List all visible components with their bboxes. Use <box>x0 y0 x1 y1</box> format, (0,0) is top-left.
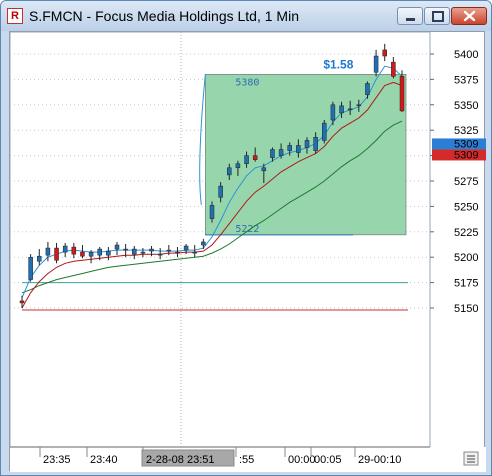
candle-body <box>45 247 51 256</box>
x-tick-label: 00:00 <box>288 454 316 466</box>
maximize-button[interactable] <box>424 7 450 25</box>
candle-body <box>244 155 249 164</box>
candle-body <box>313 137 318 151</box>
last-price-badge <box>432 149 486 161</box>
measure-change-label: $1.58 <box>323 57 353 71</box>
candle-body <box>175 251 180 254</box>
candle-body <box>28 256 33 280</box>
candle-body <box>399 76 405 112</box>
candle-body <box>382 49 387 57</box>
candle-body <box>106 250 111 256</box>
candle-body <box>365 83 370 95</box>
candle-body <box>356 104 362 107</box>
candle-body <box>209 205 215 219</box>
candle-body <box>227 167 232 176</box>
fast-ma-line <box>21 65 403 298</box>
candle-body <box>97 248 102 256</box>
window-title: S.FMCN - Focus Media Holdings Ltd, 1 Min <box>29 8 299 24</box>
measure-box <box>205 74 407 236</box>
x-tick-label: :55 <box>239 454 254 466</box>
y-tick-label: 5375 <box>454 74 478 86</box>
candle-body <box>330 104 336 121</box>
x-tick-label: 29-00:10 <box>358 454 401 466</box>
candle-body <box>339 105 344 114</box>
candle-body <box>218 185 223 198</box>
y-tick-label: 5175 <box>454 278 478 290</box>
measure-low-label: 5222 <box>235 224 259 235</box>
minimize-button[interactable] <box>397 7 423 25</box>
candle-body <box>201 241 206 246</box>
candle-body <box>123 248 128 251</box>
candle-body <box>252 155 258 160</box>
candle-body <box>88 251 94 257</box>
candle-body <box>304 140 310 148</box>
candle-body <box>287 145 292 151</box>
maximize-icon <box>432 11 444 22</box>
candle-body <box>54 247 59 261</box>
y-tick-label: 5325 <box>454 125 478 137</box>
candle-body <box>157 253 163 256</box>
last-price-label: 5309 <box>454 149 478 161</box>
candle-body <box>140 251 146 254</box>
candle-body <box>132 248 137 255</box>
y-tick-label: 5200 <box>454 252 478 264</box>
slow-ma-line <box>21 120 403 294</box>
close-icon <box>463 10 476 22</box>
candle-body <box>71 246 77 255</box>
candle-body <box>80 251 85 257</box>
candle-body <box>391 61 396 77</box>
mid-ma-line <box>21 81 403 309</box>
y-tick-label: 5250 <box>454 201 478 213</box>
candle-body <box>166 249 172 252</box>
x-tick-label: 23:35 <box>43 454 71 466</box>
last-price-badge <box>432 138 486 150</box>
y-tick-label: 5275 <box>454 176 478 188</box>
candle-body <box>149 248 154 252</box>
close-button[interactable] <box>451 7 487 25</box>
x-tick-label: 2-28-08 23:51 <box>146 454 215 466</box>
candle-body <box>183 245 189 251</box>
measure-curve <box>199 74 206 205</box>
x-axis-strip <box>10 447 486 472</box>
measure-high-label: 5380 <box>235 77 259 88</box>
candle-body <box>270 149 275 158</box>
candle-body <box>261 167 267 172</box>
x-tick-label: 00:05 <box>314 454 342 466</box>
candle-body <box>373 55 379 73</box>
candle-body <box>114 244 120 250</box>
price-chart[interactable]: 5400537553505325530052755250522552005175… <box>10 32 486 472</box>
minimize-icon <box>406 18 415 21</box>
candle-body <box>296 145 301 153</box>
candle-body <box>192 251 197 254</box>
x-tick-label: 23:40 <box>90 454 118 466</box>
y-tick-label: 5400 <box>454 49 478 61</box>
chart-menu-lines <box>467 455 475 463</box>
candle-body <box>62 245 68 253</box>
candle-body <box>347 108 353 111</box>
app-icon: R <box>7 8 23 24</box>
y-tick-label: 5150 <box>454 303 478 315</box>
y-tick-label: 5225 <box>454 227 478 239</box>
candle-body <box>37 255 42 262</box>
candle-body <box>235 163 241 169</box>
candle-body <box>322 122 327 141</box>
candle-body <box>19 300 25 304</box>
chart-area[interactable]: 5400537553505325530052755250522552005175… <box>9 31 486 472</box>
crosshair-time-badge <box>141 449 235 467</box>
last-price-label: 5309 <box>454 138 478 150</box>
y-tick-label: 5350 <box>454 100 478 112</box>
candle-body <box>278 149 284 156</box>
title-bar[interactable]: R S.FMCN - Focus Media Holdings Ltd, 1 M… <box>1 1 491 31</box>
